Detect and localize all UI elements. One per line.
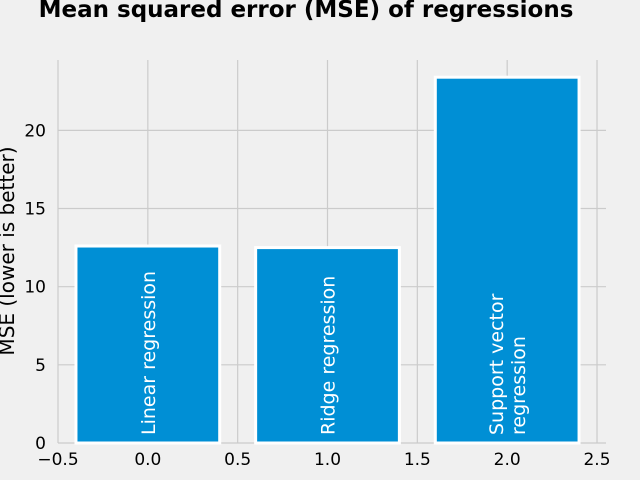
tick-labels: −0.5 0.0 0.5 1.0 1.5 2.0 2.5 0 5 10 15 20 xyxy=(24,121,610,470)
bar-0 xyxy=(74,244,222,445)
bar-label-0: Linear regression xyxy=(138,271,160,435)
bar-label-1: Ridge regression xyxy=(318,276,340,435)
bar-label-line: Linear regression xyxy=(138,271,160,435)
y-tick-label: 5 xyxy=(35,356,46,376)
bar-label-line: regression xyxy=(508,336,530,435)
y-tick-label: 20 xyxy=(24,121,46,141)
bar-label-2: Support vectorregression xyxy=(486,293,530,435)
bars: Linear regression Ridge regression Support… xyxy=(74,75,581,445)
y-axis-label: MSE (lower is better) xyxy=(0,146,19,355)
bar-label-line: Ridge regression xyxy=(318,276,340,435)
x-tick-label: −0.5 xyxy=(37,450,78,470)
y-tick-label: 10 xyxy=(24,278,46,298)
chart-title: Mean squared error (MSE) of regressions xyxy=(39,0,574,23)
x-tick-label: 2.0 xyxy=(494,450,521,470)
x-tick-label: 2.5 xyxy=(583,450,610,470)
bar-1 xyxy=(254,246,401,445)
y-tick-label: 0 xyxy=(35,434,46,454)
x-tick-label: 1.5 xyxy=(404,450,431,470)
bar-label-line: Support vector xyxy=(486,293,508,435)
x-tick-label: 1.0 xyxy=(314,450,341,470)
y-tick-label: 15 xyxy=(24,200,46,220)
bar-2 xyxy=(433,75,581,445)
x-tick-label: 0.0 xyxy=(134,450,161,470)
x-tick-label: 0.5 xyxy=(224,450,251,470)
